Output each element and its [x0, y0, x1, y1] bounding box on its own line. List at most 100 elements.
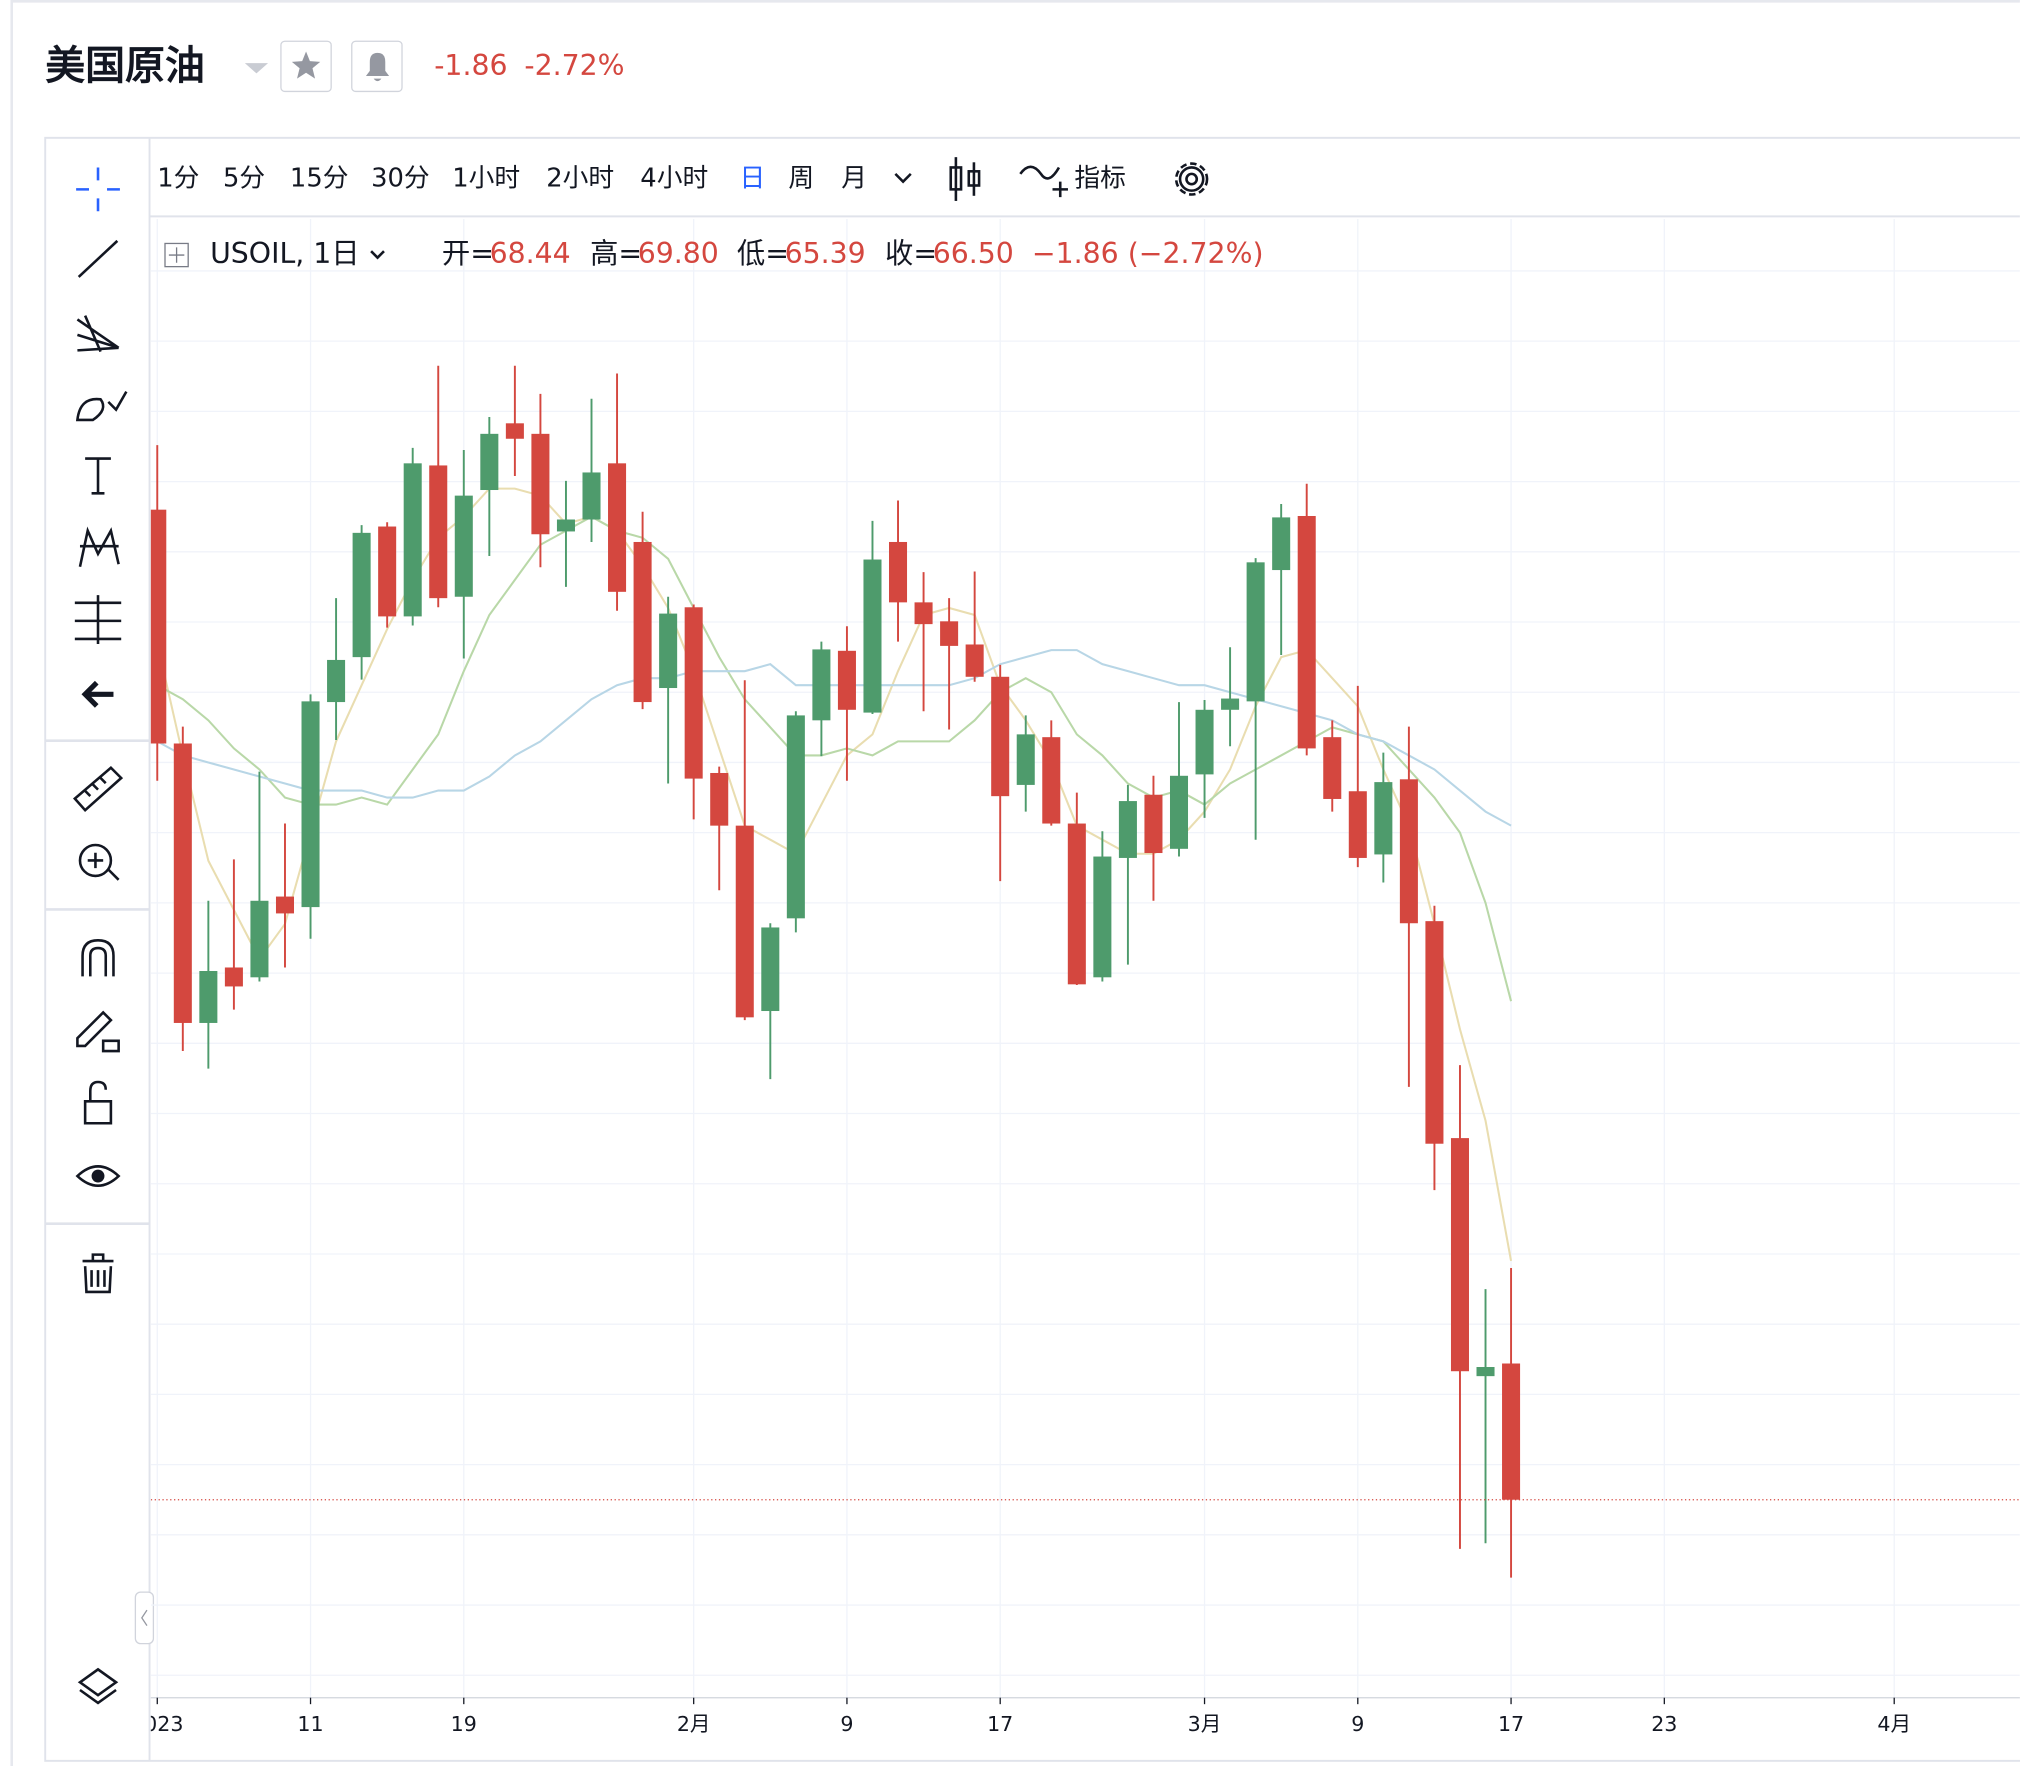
moving-average	[156, 649, 1512, 827]
candle-body	[429, 465, 448, 599]
candle-body	[250, 900, 269, 978]
candle-body	[275, 896, 295, 914]
candle-body	[659, 613, 678, 689]
indicator-icon[interactable]	[1019, 165, 1068, 198]
candle-body	[1502, 1363, 1521, 1500]
text-tool[interactable]	[85, 457, 111, 495]
interval[interactable]: 月	[841, 164, 867, 194]
candle-body	[1476, 1367, 1495, 1377]
legend-label: 收=	[885, 237, 937, 270]
candle-body	[1093, 856, 1112, 978]
brush-tool[interactable]	[75, 390, 128, 422]
legend-menu[interactable]	[370, 250, 385, 260]
candle-body	[991, 676, 1010, 797]
candle-body	[889, 541, 908, 603]
chart-type-button[interactable]	[949, 157, 981, 201]
candle-body	[327, 659, 346, 703]
interval[interactable]: 1分	[157, 164, 199, 194]
legend-change: −1.86 (−2.72%)	[1032, 237, 1264, 270]
magnet-tool[interactable]	[81, 939, 115, 977]
x-tick-label: 2月	[677, 1712, 711, 1736]
candle-body	[1144, 794, 1163, 854]
interval[interactable]: 周	[788, 164, 814, 194]
eye-pupil	[91, 1169, 105, 1183]
interval-active[interactable]: 日	[739, 164, 765, 194]
candle-body	[1169, 775, 1189, 849]
candle-body	[556, 519, 575, 532]
candle-body	[582, 472, 601, 520]
candle-body	[786, 715, 805, 919]
trendline-tool[interactable]	[77, 239, 119, 278]
legend-value: 65.39	[785, 237, 866, 270]
candle-body	[454, 495, 473, 597]
interval[interactable]: 2小时	[546, 164, 614, 194]
price-change-percent: -2.72%	[524, 49, 624, 82]
x-tick-label: 3月	[1188, 1712, 1222, 1736]
unlock-tool[interactable]	[83, 1080, 113, 1125]
x-tick-label: 2023	[131, 1712, 183, 1736]
candle-body	[1042, 737, 1061, 824]
forecast-tool[interactable]	[74, 595, 122, 645]
back-tool[interactable]	[81, 680, 114, 708]
candle-body	[199, 970, 218, 1023]
zoom-tool[interactable]	[87, 852, 120, 881]
candle-body	[1195, 709, 1214, 775]
ruler-tool[interactable]	[72, 765, 124, 813]
candle-body	[1272, 517, 1291, 571]
dropdown[interactable]	[244, 63, 269, 74]
candle-body	[812, 649, 831, 721]
chart-frame	[44, 136, 2020, 1762]
interval[interactable]: 1小时	[452, 164, 520, 194]
interval[interactable]: 30分	[371, 164, 430, 194]
candle-body	[1067, 823, 1086, 985]
candle-body	[480, 433, 499, 491]
candle-body	[224, 967, 243, 987]
candle-body	[863, 559, 882, 713]
legend-value: 68.44	[490, 237, 571, 270]
x-tick-label: 4月	[1877, 1712, 1911, 1736]
legend-label: 开=	[442, 237, 494, 270]
legend-label: 低=	[737, 237, 789, 270]
candle-body	[378, 526, 397, 617]
candle-body	[1348, 791, 1367, 858]
candle-body	[173, 743, 192, 1023]
candle-body	[531, 433, 550, 535]
legend-toggle-plus	[168, 247, 185, 263]
pattern-tool[interactable]	[78, 526, 120, 568]
symbol-title: 美国原油	[45, 43, 205, 89]
visibility-tool[interactable]	[75, 1165, 121, 1187]
candle-body	[1246, 562, 1265, 702]
fib-tool[interactable]	[76, 315, 120, 353]
collapse-arrow	[141, 1609, 148, 1626]
legend-toggle[interactable]	[164, 242, 189, 268]
interval[interactable]: 15分	[290, 164, 349, 194]
layers-tool[interactable]	[77, 1667, 119, 1705]
candle-body	[352, 532, 371, 658]
legend-symbol[interactable]: USOIL, 1日	[210, 237, 360, 270]
crosshair-tool[interactable]	[76, 167, 120, 212]
lock-drawings[interactable]	[76, 1010, 120, 1053]
drawing-toolbar	[45, 167, 150, 1705]
candle-body	[150, 509, 167, 744]
candle-body	[684, 607, 703, 779]
candle-body	[1016, 734, 1035, 785]
indicators-button[interactable]: 指标	[1074, 164, 1126, 194]
x-tick-label: 9	[840, 1712, 853, 1736]
x-tick-label: 11	[297, 1712, 323, 1736]
star-icon	[291, 51, 321, 79]
candle-body	[837, 650, 856, 710]
settings-button[interactable]	[1174, 162, 1209, 196]
candle-body	[505, 423, 524, 439]
interval[interactable]: 4小时	[640, 164, 708, 194]
interval-menu[interactable]	[894, 172, 912, 184]
candle-body	[914, 602, 933, 625]
x-axis-labels: 2023 11 19 2月 9 17 3月 9 17 23 4月	[131, 1697, 1911, 1736]
interval[interactable]: 5分	[223, 164, 265, 194]
candle-body	[940, 621, 959, 646]
delete-tool[interactable]	[82, 1253, 114, 1294]
collapse-handle[interactable]	[134, 1591, 155, 1645]
bell-icon	[365, 52, 390, 82]
candle-body	[301, 701, 320, 908]
